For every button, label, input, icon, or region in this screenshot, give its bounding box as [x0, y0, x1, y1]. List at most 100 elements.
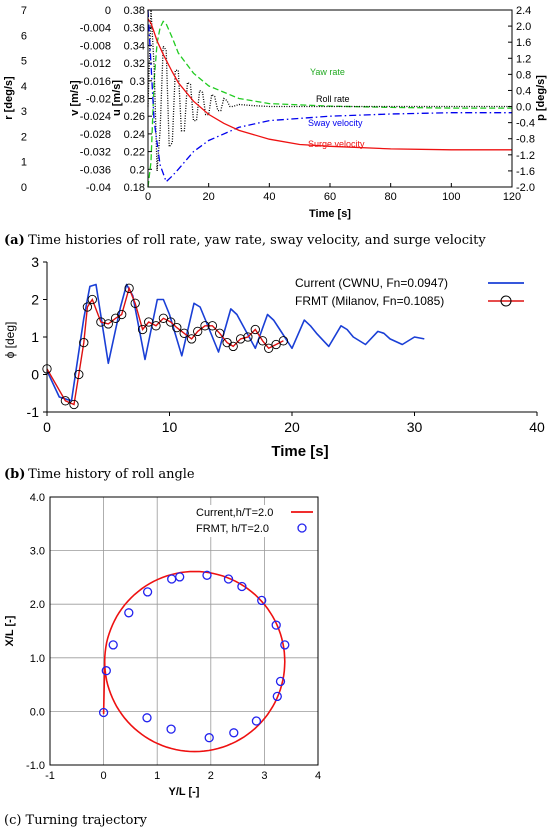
series-frmt-trajectory-point — [142, 713, 152, 723]
chart-c-series — [98, 570, 290, 753]
legend-b-frmt-label: FRMT (Milanov, Fn=0.1085) — [295, 294, 444, 308]
chart-c-x-tick-label: 0 — [101, 770, 107, 782]
chart-a-x-tick-label: 120 — [503, 191, 521, 203]
chart-a-r-tick-label: 6 — [21, 30, 27, 42]
series-frmt-trajectory-point — [142, 587, 153, 597]
chart-c-y-tick-label: 0.0 — [30, 706, 45, 718]
chart-c-y-axis-label: X/L [-] — [4, 615, 16, 646]
chart-a-p-tick-label: 2.4 — [516, 5, 531, 17]
series-frmt-milanov-point — [166, 317, 176, 327]
chart-a-p-tick-label: -1.2 — [516, 150, 535, 162]
chart-a-p-tick-label: 1.2 — [516, 53, 531, 65]
chart-a-r-tick-label: 4 — [21, 81, 27, 93]
series-frmt-milanov-point — [130, 298, 140, 308]
chart-a-series — [147, 9, 512, 188]
series-frmt-trajectory-point — [98, 707, 109, 718]
chart-b-y-tick-label: -1 — [27, 404, 40, 420]
caption-b-letter: (b) — [4, 467, 25, 482]
series-frmt-milanov-point — [228, 341, 238, 352]
chart-a-v-tick-label: -0.036 — [80, 164, 111, 176]
series-frmt-trajectory-point — [237, 581, 247, 592]
legend-b-current-label: Current (CWNU, Fn=0.0947) — [295, 276, 448, 290]
chart-b-x-tick-label: 30 — [407, 419, 423, 435]
caption-a-letter: (a) — [4, 233, 25, 248]
chart-a-u-tick-label: 0.24 — [124, 129, 145, 141]
chart-a-r-tick-label: 2 — [21, 131, 27, 143]
chart-c-ticks: -1 0 1 2 3 4 -1.0 0.0 1.0 2.0 3.0 4.0 — [26, 492, 321, 782]
series-frmt-milanov-point — [278, 336, 289, 346]
chart-a-x-axis-label: Time [s] — [309, 208, 351, 220]
annotation-surge-velocity: Surge velocity — [308, 139, 365, 149]
chart-a-v-tick-label: -0.012 — [80, 58, 111, 70]
chart-a-v-axis-label: v [m/s] — [69, 80, 81, 116]
chart-a-p-tick-label: 0.0 — [516, 102, 531, 114]
chart-a-time-histories: 0 20 40 60 80 100 120 0 1 2 3 4 5 6 7 -0.04 -0.036 -0.032… — [3, 5, 547, 220]
series-frmt-trajectory-point — [229, 728, 239, 738]
series-frmt-milanov-point — [235, 334, 246, 344]
series-frmt-trajectory-point — [101, 666, 111, 676]
chart-a-r-tick-label: 5 — [21, 56, 27, 68]
chart-a-v-tick-label: -0.02 — [86, 94, 111, 106]
legend-b-frmt-marker — [500, 295, 512, 307]
series-frmt-trajectory-point — [271, 620, 281, 630]
chart-a-u-axis-label: u [m/s] — [111, 80, 123, 116]
chart-b-legend: Current (CWNU, Fn=0.0947) FRMT (Milanov,… — [295, 276, 524, 308]
series-frmt-trajectory-point — [280, 640, 290, 650]
chart-a-x-tick-label: 80 — [385, 191, 397, 203]
series-frmt-milanov-point — [87, 294, 97, 305]
series-frmt-milanov-point — [137, 324, 148, 335]
series-frmt-trajectory-point — [251, 716, 262, 726]
chart-c-x-tick-label: 4 — [315, 770, 321, 782]
chart-a-p-tick-label: -1.6 — [516, 166, 535, 178]
chart-a-p-tick-label: -2.0 — [516, 182, 535, 194]
series-frmt-trajectory-point — [272, 691, 282, 702]
chart-a-p-tick-label: -0.8 — [516, 134, 535, 146]
annotation-roll-rate: Roll rate — [316, 94, 350, 104]
series-frmt-milanov-point — [200, 321, 210, 331]
chart-c-y-tick-label: 2.0 — [30, 599, 45, 611]
series-frmt-milanov-point — [257, 336, 268, 346]
series-roll-rate — [147, 9, 512, 171]
chart-b-x-tick-label: 10 — [162, 419, 178, 435]
chart-a-ticks: 0 20 40 60 80 100 120 0 1 2 3 4 5 6 7 -0.04 -0.036 -0.032… — [21, 5, 535, 203]
series-frmt-milanov-point — [96, 317, 106, 327]
series-frmt-milanov-point — [193, 326, 203, 337]
series-frmt-milanov-point — [215, 328, 225, 338]
series-frmt-milanov-point — [151, 321, 161, 331]
series-frmt-trajectory-point — [166, 724, 176, 734]
chart-a-u-tick-label: 0.26 — [124, 111, 145, 123]
chart-a-r-tick-label: 7 — [21, 5, 27, 17]
chart-a-v-tick-label: -0.016 — [80, 76, 111, 88]
series-sway-velocity — [147, 9, 512, 183]
series-frmt-milanov-point — [60, 396, 71, 406]
chart-a-v-tick-label: -0.004 — [80, 23, 111, 35]
series-current-trajectory — [102, 570, 286, 753]
chart-b-series — [42, 283, 425, 410]
caption-a-text: Time histories of roll rate, yaw rate, s… — [24, 233, 486, 248]
chart-a-u-tick-label: 0.32 — [124, 58, 145, 70]
chart-a-u-tick-label: 0.22 — [124, 147, 145, 159]
chart-a-v-tick-label: 0 — [105, 5, 111, 17]
chart-c-x-tick-label: 3 — [261, 770, 267, 782]
chart-c-x-tick-label: 2 — [208, 770, 214, 782]
caption-c-text: (c) Turning trajectory — [4, 813, 148, 828]
series-frmt-milanov-point — [82, 302, 93, 312]
legend-c-frmt-label: FRMT, h/T=2.0 — [196, 523, 269, 535]
series-frmt-milanov-point — [271, 339, 281, 350]
legend-c-frmt-marker — [297, 523, 307, 533]
chart-a-plot-frame — [147, 9, 513, 188]
series-frmt-trajectory-point — [124, 608, 134, 618]
series-current-cwnu — [46, 283, 425, 402]
chart-a-x-tick-label: 20 — [203, 191, 215, 203]
chart-a-p-tick-label: 0.8 — [516, 69, 531, 81]
chart-a-u-tick-label: 0.28 — [124, 94, 145, 106]
series-frmt-milanov-point — [243, 332, 253, 342]
chart-a-v-tick-label: -0.04 — [86, 182, 111, 194]
chart-a-v-tick-label: -0.024 — [80, 111, 111, 123]
series-frmt-milanov-point — [158, 313, 169, 323]
chart-a-v-tick-label: -0.028 — [80, 129, 111, 141]
chart-c-y-tick-label: -1.0 — [26, 760, 45, 772]
series-surge-velocity — [147, 18, 512, 151]
